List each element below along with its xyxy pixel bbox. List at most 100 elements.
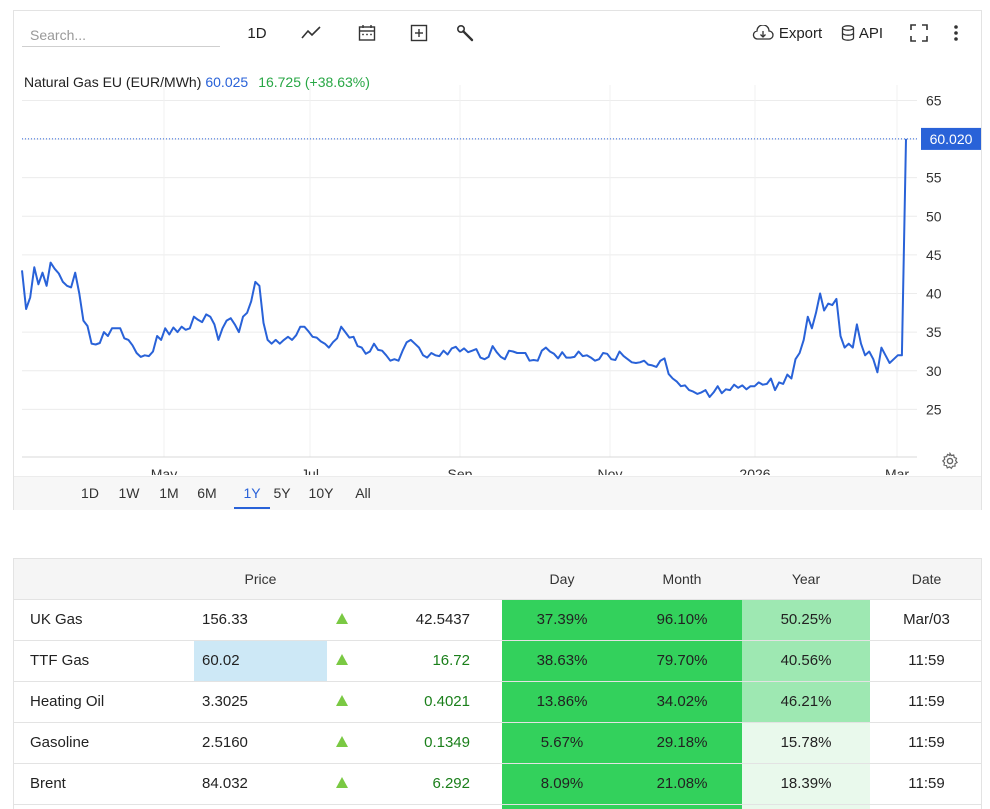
change-cell: 0.4021 <box>357 681 502 723</box>
header-price[interactable]: Price <box>194 559 327 600</box>
x-tick-label: Mar <box>885 466 909 475</box>
table-row[interactable]: Heating Oil 3.3025 0.4021 13.86% 34.02% 46.21… <box>14 681 981 723</box>
up-arrow-icon <box>327 681 357 723</box>
table-row-partial <box>14 804 981 809</box>
range-button-1m[interactable]: 1M <box>159 485 179 501</box>
export-label: Export <box>778 24 823 42</box>
table-row[interactable]: Gasoline 2.5160 0.1349 5.67% 29.18% 15.78% 11:… <box>14 722 981 764</box>
commodity-name-link[interactable]: UK Gas <box>14 599 194 641</box>
cloud-download-icon <box>752 25 774 40</box>
year-pct-cell: 40.56% <box>742 640 870 682</box>
range-selector: 1D 1W 1M 6M 1Y 5Y 10Y All <box>14 476 981 510</box>
range-button-10y[interactable]: 10Y <box>308 485 334 501</box>
header-change <box>357 559 502 600</box>
commodity-name-link[interactable]: Brent <box>14 763 194 805</box>
header-date[interactable]: Date <box>870 559 981 600</box>
calendar-icon[interactable] <box>354 19 380 47</box>
month-pct-cell: 34.02% <box>622 681 742 723</box>
header-year[interactable]: Year <box>742 559 870 600</box>
header-name <box>14 559 194 600</box>
date-cell: 11:59 <box>870 640 981 682</box>
change-cell: 16.72 <box>357 640 502 682</box>
month-pct-cell: 79.70% <box>622 640 742 682</box>
y-tick-label: 65 <box>926 92 942 108</box>
price-cell: 156.33 <box>194 599 327 641</box>
x-tick-label: Nov <box>598 466 623 475</box>
last-value-label: 60.020 <box>930 131 973 147</box>
legend-price: 60.025 <box>205 74 249 90</box>
add-comparison-icon[interactable] <box>406 19 432 47</box>
chart-toolbar: 1D Export API <box>14 11 981 55</box>
up-arrow-icon <box>327 640 357 682</box>
range-button-1w[interactable]: 1W <box>118 485 140 501</box>
range-button-all[interactable]: All <box>355 485 371 501</box>
fullscreen-icon[interactable] <box>906 19 932 47</box>
interval-button[interactable]: 1D <box>247 24 267 42</box>
range-button-1y[interactable]: 1Y <box>234 485 270 509</box>
up-arrow-icon <box>327 599 357 641</box>
date-cell: 11:59 <box>870 763 981 805</box>
change-cell: 42.5437 <box>357 599 502 641</box>
y-tick-label: 45 <box>926 247 942 263</box>
commodity-name-link[interactable]: Heating Oil <box>14 681 194 723</box>
legend-change: 16.725 (+38.63%) <box>258 74 370 90</box>
up-arrow-icon <box>327 763 357 805</box>
more-options-icon[interactable] <box>944 19 968 47</box>
month-pct-cell: 21.08% <box>622 763 742 805</box>
change-cell: 6.292 <box>357 763 502 805</box>
y-tick-label: 25 <box>926 401 942 417</box>
day-pct-cell: 13.86% <box>502 681 622 723</box>
search-input[interactable] <box>22 23 220 47</box>
price-cell: 84.032 <box>194 763 327 805</box>
day-pct-cell: 5.67% <box>502 722 622 764</box>
year-pct-cell: 46.21% <box>742 681 870 723</box>
month-pct-cell: 96.10% <box>622 599 742 641</box>
chart-type-line-icon[interactable] <box>298 19 324 47</box>
price-chart[interactable]: 253035404550556065MayJulSepNov2026Mar60.… <box>14 55 981 475</box>
table-row[interactable]: TTF Gas 60.02 16.72 38.63% 79.70% 40.56% 11:59 <box>14 640 981 682</box>
legend-symbol-name: Natural Gas EU (EUR/MWh) <box>24 74 202 90</box>
range-button-1d[interactable]: 1D <box>81 485 99 501</box>
commodity-name-link[interactable]: Gasoline <box>14 722 194 764</box>
year-pct-cell: 18.39% <box>742 763 870 805</box>
date-cell: Mar/03 <box>870 599 981 641</box>
header-month[interactable]: Month <box>622 559 742 600</box>
wrench-icon[interactable] <box>452 19 478 47</box>
price-cell: 3.3025 <box>194 681 327 723</box>
x-tick-label: 2026 <box>739 466 770 475</box>
day-pct-cell: 37.39% <box>502 599 622 641</box>
export-button[interactable]: Export <box>747 19 827 47</box>
price-cell: 2.5160 <box>194 722 327 764</box>
commodities-table: Price Day Month Year Date UK Gas 156.33 42… <box>13 558 982 809</box>
header-arrow <box>327 559 357 600</box>
chart-settings-gear-icon[interactable] <box>941 451 959 475</box>
x-tick-label: Jul <box>301 466 319 475</box>
date-cell: 11:59 <box>870 722 981 764</box>
header-day[interactable]: Day <box>502 559 622 600</box>
range-button-6m[interactable]: 6M <box>197 485 217 501</box>
y-tick-label: 55 <box>926 170 942 186</box>
price-series-line <box>21 138 907 398</box>
table-row[interactable]: UK Gas 156.33 42.5437 37.39% 96.10% 50.25% Mar… <box>14 599 981 641</box>
api-label: API <box>858 24 884 42</box>
day-pct-cell: 8.09% <box>502 763 622 805</box>
change-cell: 0.1349 <box>357 722 502 764</box>
api-button[interactable]: API <box>837 19 887 47</box>
y-tick-label: 35 <box>926 324 942 340</box>
date-cell: 11:59 <box>870 681 981 723</box>
commodity-name-link[interactable]: TTF Gas <box>14 640 194 682</box>
database-icon <box>841 25 855 41</box>
day-pct-cell: 38.63% <box>502 640 622 682</box>
year-pct-cell: 15.78% <box>742 722 870 764</box>
y-tick-label: 50 <box>926 208 942 224</box>
y-tick-label: 30 <box>926 363 942 379</box>
table-header-row: Price Day Month Year Date <box>14 559 981 600</box>
year-pct-cell: 50.25% <box>742 599 870 641</box>
price-cell: 60.02 <box>194 640 327 682</box>
chart-legend: Natural Gas EU (EUR/MWh) 60.025 16.725 (+3… <box>24 74 370 90</box>
x-tick-label: May <box>151 466 177 475</box>
y-tick-label: 40 <box>926 286 942 302</box>
range-button-5y[interactable]: 5Y <box>273 485 291 501</box>
x-tick-label: Sep <box>448 466 473 475</box>
table-row[interactable]: Brent 84.032 6.292 8.09% 21.08% 18.39% 11:59 <box>14 763 981 805</box>
